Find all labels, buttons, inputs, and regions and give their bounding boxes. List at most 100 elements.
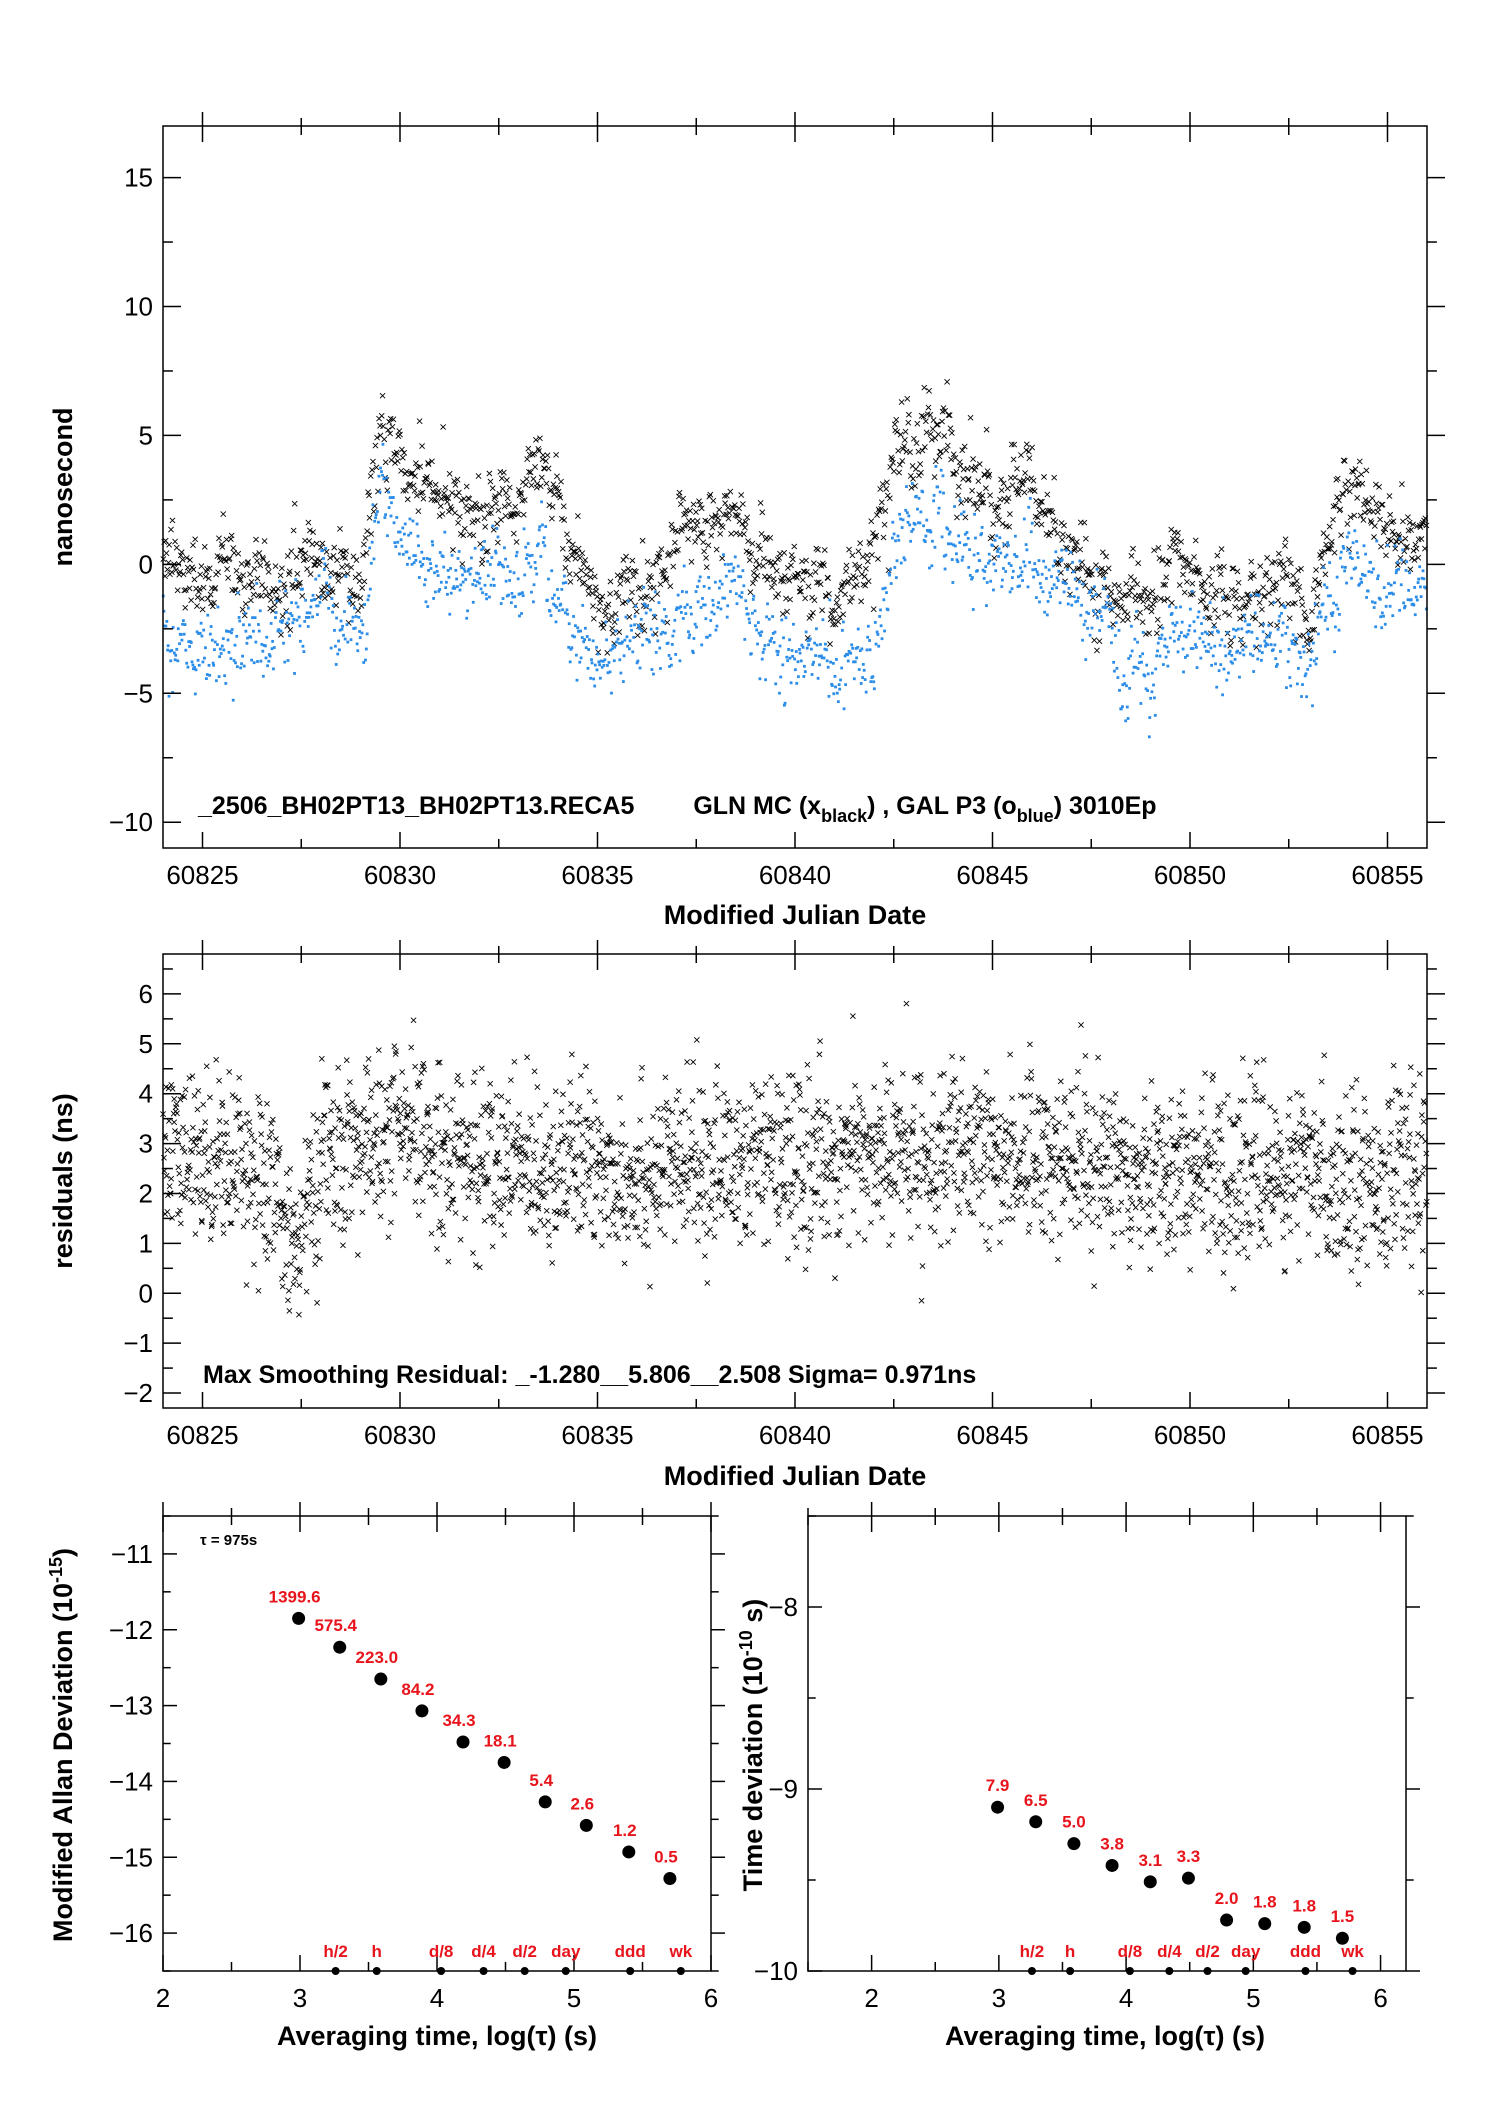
residual-point bbox=[905, 1207, 912, 1214]
residual-point bbox=[259, 1222, 266, 1229]
residual-point bbox=[225, 1199, 231, 1206]
residual-point bbox=[465, 1194, 472, 1201]
residual-point bbox=[391, 1190, 398, 1197]
phase-black-point bbox=[177, 568, 184, 575]
residual-point bbox=[814, 1189, 821, 1196]
residual-point bbox=[185, 1186, 192, 1193]
phase-blue-point bbox=[267, 659, 271, 663]
phase-blue-point bbox=[405, 550, 409, 554]
phase-blue-point bbox=[1031, 568, 1035, 572]
residual-point bbox=[409, 1108, 416, 1115]
phase-blue-point bbox=[501, 597, 505, 600]
residual-point bbox=[560, 1091, 566, 1098]
phase-blue-point bbox=[1299, 656, 1303, 659]
phase-blue-point bbox=[971, 576, 974, 579]
phase-black-point bbox=[910, 475, 916, 482]
phase-blue-point bbox=[717, 601, 721, 605]
phase-blue-point bbox=[244, 629, 248, 633]
phase-blue-point bbox=[425, 557, 429, 560]
phase-blue-point bbox=[335, 616, 338, 620]
phase-blue-point bbox=[776, 653, 780, 657]
phase-blue-point bbox=[1051, 564, 1055, 568]
phase-black-point bbox=[950, 451, 957, 458]
phase-blue-point bbox=[866, 635, 870, 639]
phase-blue-point bbox=[413, 554, 417, 558]
residual-point bbox=[1028, 1068, 1035, 1075]
phase-black-point bbox=[722, 500, 729, 507]
phase-black-point bbox=[1203, 605, 1210, 612]
phase-blue-point bbox=[883, 629, 886, 633]
phase-blue-point bbox=[395, 516, 399, 519]
phase-blue-point bbox=[541, 541, 545, 544]
residual-point bbox=[539, 1179, 546, 1186]
phase-black-point bbox=[330, 553, 337, 559]
residual-point bbox=[531, 1156, 538, 1163]
residual-point bbox=[627, 1155, 634, 1162]
residual-point bbox=[535, 1205, 542, 1212]
phase-black-point bbox=[916, 472, 922, 479]
residual-point bbox=[192, 1186, 198, 1193]
phase-blue-point bbox=[496, 535, 500, 539]
phase-black-point bbox=[320, 590, 327, 597]
residual-point bbox=[202, 1197, 209, 1204]
phase-blue-point bbox=[633, 614, 637, 618]
phase-black-point bbox=[227, 536, 234, 542]
residual-point bbox=[796, 1086, 803, 1093]
residual-point bbox=[761, 1241, 767, 1248]
phase-blue-point bbox=[1355, 551, 1359, 555]
residual-point bbox=[577, 1120, 584, 1126]
residual-point bbox=[501, 1123, 508, 1130]
phase-blue-point bbox=[639, 617, 643, 621]
residual-point bbox=[698, 1173, 705, 1180]
phase-blue-point bbox=[451, 586, 455, 590]
phase-black-point bbox=[182, 587, 189, 593]
phase-blue-point bbox=[1323, 619, 1327, 622]
phase-blue-point bbox=[1273, 643, 1277, 647]
phase-black-point bbox=[1139, 619, 1146, 626]
phase-black-point bbox=[621, 568, 627, 575]
residual-point bbox=[695, 1156, 702, 1163]
phase-black-point bbox=[1226, 612, 1233, 618]
residual-point bbox=[192, 1231, 199, 1237]
phase-blue-point bbox=[1064, 582, 1068, 586]
residual-point bbox=[987, 1114, 994, 1121]
phase-blue-point bbox=[683, 605, 687, 609]
residual-point bbox=[1021, 1093, 1028, 1100]
phase-blue-point bbox=[1006, 541, 1010, 544]
phase-blue-point bbox=[503, 546, 506, 550]
residual-point bbox=[799, 1153, 806, 1160]
residual-point bbox=[1044, 1121, 1051, 1128]
residual-point bbox=[376, 1080, 383, 1087]
residual-point bbox=[1042, 1134, 1049, 1140]
phase-blue-point bbox=[608, 670, 612, 674]
phase-blue-point bbox=[1184, 635, 1188, 639]
phase-blue-point bbox=[488, 563, 492, 566]
phase-blue-point bbox=[725, 615, 729, 619]
residual-point bbox=[665, 1106, 672, 1113]
residual-point bbox=[492, 1160, 499, 1167]
residual-point bbox=[599, 1137, 606, 1144]
residual-point bbox=[768, 1074, 775, 1080]
phase-blue-point bbox=[1095, 567, 1099, 571]
phase-black-point bbox=[485, 510, 492, 517]
phase-black-point bbox=[972, 463, 979, 470]
residual-point bbox=[893, 1114, 900, 1121]
phase-blue-point bbox=[1042, 559, 1046, 563]
phase-black-point bbox=[1036, 509, 1043, 516]
phase-blue-point bbox=[1308, 664, 1312, 668]
phase-blue-point bbox=[1418, 585, 1422, 589]
phase-blue-point bbox=[1038, 582, 1042, 585]
phase-blue-point bbox=[209, 625, 213, 628]
residual-point bbox=[309, 1189, 316, 1196]
residual-point bbox=[989, 1156, 996, 1163]
residual-point bbox=[360, 1116, 367, 1123]
phase-black-point bbox=[724, 492, 730, 499]
phase-black-point bbox=[688, 558, 695, 565]
residual-point bbox=[891, 1186, 898, 1193]
residual-point bbox=[737, 1141, 744, 1148]
phase-blue-point bbox=[866, 624, 870, 628]
phase-blue-point bbox=[265, 635, 269, 639]
phase-black-point bbox=[716, 506, 723, 513]
residual-point bbox=[193, 1174, 200, 1180]
phase-black-point bbox=[879, 481, 886, 487]
